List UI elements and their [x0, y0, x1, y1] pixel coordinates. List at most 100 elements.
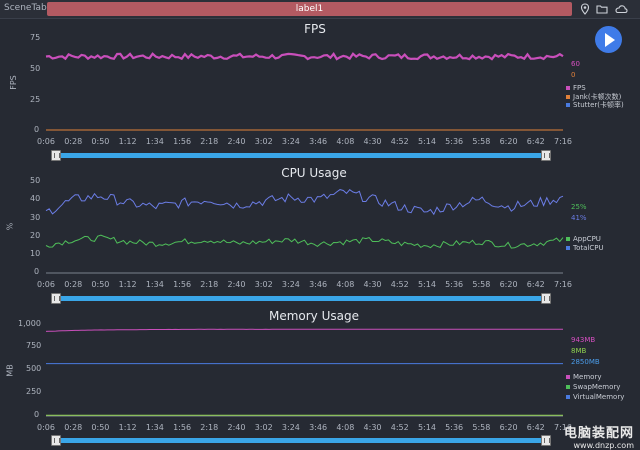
- series-line-appcpu: [45, 234, 564, 249]
- virtualmemory-current-value: 2850MB: [571, 358, 600, 366]
- legend-swatch: [566, 385, 570, 389]
- top-bar: SceneTab label1: [0, 0, 640, 19]
- legend-appcpu[interactable]: AppCPU: [566, 235, 601, 243]
- fps-ytick: 25: [30, 95, 41, 104]
- legend-label: AppCPU: [573, 235, 601, 243]
- cpu-ytick: 40: [30, 194, 41, 203]
- x-tick-label: 6:20: [500, 137, 518, 146]
- x-tick-label: 4:08: [336, 280, 354, 289]
- x-tick-label: 3:46: [309, 423, 327, 432]
- folder-icon[interactable]: [596, 3, 608, 15]
- legend-label: Memory: [573, 373, 602, 381]
- x-tick-label: 4:30: [364, 280, 382, 289]
- x-tick-label: 3:02: [255, 280, 273, 289]
- x-tick-label: 0:06: [37, 137, 55, 146]
- x-tick-label: 5:58: [472, 280, 490, 289]
- scene-tab[interactable]: SceneTab: [4, 3, 47, 13]
- cpu-ytick: 0: [34, 267, 40, 276]
- x-tick-label: 1:34: [146, 137, 164, 146]
- x-tick-label: 5:14: [418, 137, 436, 146]
- fps-ytick: 50: [30, 64, 41, 73]
- legend-swatch: [566, 86, 570, 90]
- x-tick-label: 5:36: [445, 423, 463, 432]
- x-tick-label: 7:16: [554, 137, 572, 146]
- series-line-memory: [45, 328, 563, 332]
- x-tick-label: 5:58: [472, 423, 490, 432]
- fps-time-slider[interactable]: [52, 153, 550, 158]
- cpu-ytick: 50: [30, 176, 41, 185]
- legend-fps[interactable]: FPS: [566, 84, 586, 92]
- legend-memory[interactable]: Memory: [566, 373, 601, 381]
- cpu-ylabel: %: [5, 222, 15, 231]
- legend-swatch: [566, 395, 570, 399]
- appcpu-current-value: 25%: [571, 203, 587, 211]
- swapmemory-current-value: 8MB: [571, 347, 587, 355]
- cloud-icon[interactable]: [614, 3, 628, 15]
- memory-current-value: 943MB: [571, 336, 596, 344]
- x-tick-label: 4:52: [391, 280, 409, 289]
- legend-virtualmemory[interactable]: VirtualMemory: [566, 393, 624, 401]
- x-tick-label: 3:02: [255, 423, 273, 432]
- x-tick-label: 1:34: [146, 280, 164, 289]
- legend-jank[interactable]: Jank(卡顿次数): [566, 92, 621, 102]
- x-tick-label: 5:36: [445, 137, 463, 146]
- legend-totalcpu[interactable]: TotalCPU: [566, 244, 604, 252]
- fps-title: FPS: [304, 22, 326, 36]
- x-tick-label: 5:14: [418, 423, 436, 432]
- memory-slider-right-handle[interactable]: [541, 435, 551, 446]
- cpu-title: CPU Usage: [281, 166, 347, 180]
- play-button[interactable]: [595, 26, 622, 53]
- x-tick-label: 5:36: [445, 280, 463, 289]
- legend-label: Jank(卡顿次数): [573, 93, 622, 101]
- fps-slider-left-handle[interactable]: [51, 150, 61, 161]
- jank-current-value: 0: [571, 71, 576, 79]
- legend-stutter[interactable]: Stutter(卡顿率): [566, 100, 624, 110]
- memory-time-slider[interactable]: [52, 438, 550, 443]
- x-tick-label: 1:34: [146, 423, 164, 432]
- legend-label: TotalCPU: [573, 244, 604, 252]
- location-pin-icon[interactable]: [579, 3, 591, 15]
- x-tick-label: 2:40: [227, 137, 245, 146]
- x-tick-label: 2:18: [200, 280, 218, 289]
- x-tick-label: 1:56: [173, 423, 191, 432]
- x-tick-label: 2:18: [200, 137, 218, 146]
- x-tick-label: 3:24: [282, 280, 300, 289]
- cpu-time-slider[interactable]: [52, 296, 550, 301]
- x-tick-label: 6:42: [527, 423, 545, 432]
- cpu-ytick: 20: [30, 231, 41, 240]
- fps-ytick: 0: [34, 125, 40, 134]
- memory-ytick: 250: [26, 387, 42, 396]
- x-tick-label: 1:56: [173, 280, 191, 289]
- legend-swapmemory[interactable]: SwapMemory: [566, 383, 620, 391]
- x-tick-label: 4:52: [391, 137, 409, 146]
- label-tab[interactable]: label1: [47, 2, 572, 16]
- x-tick-label: 4:08: [336, 423, 354, 432]
- memory-ytick: 500: [26, 364, 42, 373]
- x-tick-label: 6:42: [527, 137, 545, 146]
- legend-swatch: [566, 246, 570, 250]
- cpu-slider-left-handle[interactable]: [51, 293, 61, 304]
- x-tick-label: 2:18: [200, 423, 218, 432]
- totalcpu-current-value: 41%: [571, 214, 587, 222]
- x-tick-label: 0:28: [64, 423, 82, 432]
- x-tick-label: 0:06: [37, 423, 55, 432]
- memory-slider-left-handle[interactable]: [51, 435, 61, 446]
- legend-label: SwapMemory: [573, 383, 621, 391]
- watermark-title: 电脑装配网: [563, 426, 634, 441]
- legend-swatch: [566, 103, 570, 107]
- cpu-slider-right-handle[interactable]: [541, 293, 551, 304]
- x-tick-label: 3:46: [309, 137, 327, 146]
- memory-ytick: 1,000: [18, 319, 41, 328]
- fps-slider-right-handle[interactable]: [541, 150, 551, 161]
- x-tick-label: 6:42: [527, 280, 545, 289]
- legend-label: VirtualMemory: [573, 393, 625, 401]
- fps-ytick: 75: [30, 33, 41, 42]
- x-tick-label: 0:06: [37, 280, 55, 289]
- memory-ylabel: MB: [5, 364, 15, 377]
- x-tick-label: 0:28: [64, 137, 82, 146]
- x-tick-label: 3:02: [255, 137, 273, 146]
- x-tick-label: 1:12: [119, 137, 137, 146]
- x-tick-label: 4:30: [364, 137, 382, 146]
- x-tick-label: 4:30: [364, 423, 382, 432]
